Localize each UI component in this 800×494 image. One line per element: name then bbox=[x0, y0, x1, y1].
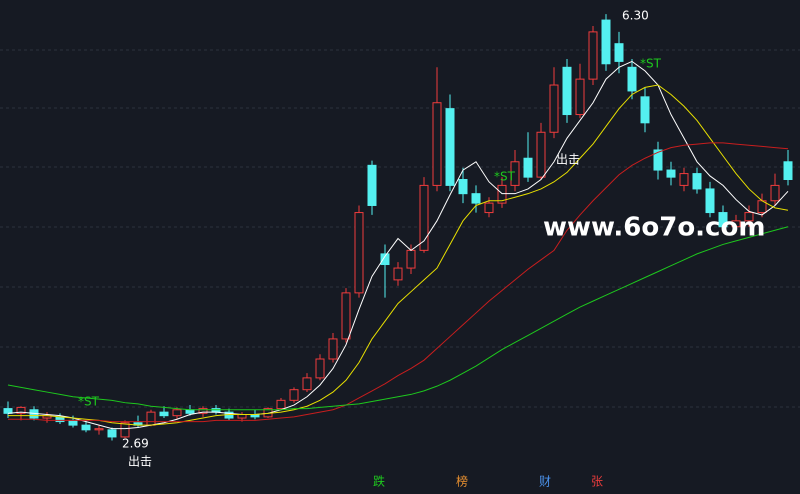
candle-body bbox=[16, 406, 26, 414]
candle-body bbox=[406, 249, 416, 269]
candle-body bbox=[237, 413, 247, 419]
candle-body bbox=[159, 411, 169, 417]
annotation: *ST bbox=[640, 57, 662, 71]
candle-body bbox=[107, 429, 117, 438]
candle-body bbox=[536, 131, 546, 178]
candle-body bbox=[198, 408, 208, 414]
candle-body bbox=[549, 84, 559, 133]
candle-body bbox=[484, 202, 494, 214]
annotation: 出击 bbox=[556, 153, 580, 167]
annotation: 出击 bbox=[128, 455, 152, 469]
candle-body bbox=[146, 411, 156, 426]
candle-body bbox=[614, 43, 624, 62]
candle-body bbox=[640, 96, 650, 124]
candle-body bbox=[315, 358, 325, 379]
candle-body bbox=[341, 292, 351, 340]
candle-body bbox=[744, 212, 754, 222]
candle-body bbox=[367, 164, 377, 206]
candle-body bbox=[731, 220, 741, 228]
candle-body bbox=[575, 78, 585, 116]
candle-body bbox=[68, 419, 78, 426]
candle-body bbox=[679, 173, 689, 186]
candle-body bbox=[471, 193, 481, 204]
candle-body bbox=[666, 169, 676, 178]
candle-body bbox=[718, 212, 728, 228]
candle-body bbox=[523, 157, 533, 178]
tab[interactable]: 张 bbox=[591, 475, 603, 489]
annotation: *ST bbox=[78, 395, 100, 409]
grid bbox=[0, 49, 800, 408]
candle-body bbox=[185, 409, 195, 414]
candle-body bbox=[653, 149, 663, 171]
moving-average bbox=[7, 226, 789, 411]
tab[interactable]: 财 bbox=[539, 475, 551, 489]
candle-body bbox=[497, 184, 507, 204]
candle-body bbox=[302, 377, 312, 391]
candle-body bbox=[172, 409, 182, 417]
tab[interactable]: 跌 bbox=[373, 474, 385, 489]
candle-body bbox=[120, 422, 130, 438]
low-label: 2.69 bbox=[122, 437, 149, 451]
annotation: *ST bbox=[494, 170, 516, 184]
candle-body bbox=[276, 399, 286, 410]
candle-body bbox=[289, 389, 299, 401]
candle-body bbox=[445, 108, 455, 186]
candle-body bbox=[328, 338, 338, 360]
candle-body bbox=[458, 178, 468, 195]
candle-body bbox=[432, 102, 442, 186]
candle-body bbox=[562, 66, 572, 116]
moving-average bbox=[8, 142, 789, 423]
candle-body bbox=[419, 184, 429, 251]
plot bbox=[3, 14, 793, 441]
candle-body bbox=[588, 31, 598, 80]
candle-body bbox=[705, 188, 715, 214]
candle-body bbox=[783, 161, 793, 180]
watermark: www.6o7o.com bbox=[543, 213, 765, 243]
candle-body bbox=[770, 184, 780, 202]
moving-average bbox=[8, 84, 789, 426]
candle-body bbox=[94, 428, 104, 431]
candle-body bbox=[380, 253, 390, 266]
candle-body bbox=[627, 66, 637, 92]
candle-body bbox=[510, 161, 520, 186]
candle-body bbox=[601, 19, 611, 65]
candle-body bbox=[692, 173, 702, 190]
candle-body bbox=[3, 408, 13, 414]
candle-body bbox=[211, 408, 221, 413]
candle-body bbox=[393, 267, 403, 281]
high-label: 6.30 bbox=[622, 9, 649, 23]
tab[interactable]: 榜 bbox=[456, 474, 468, 489]
candle-body bbox=[81, 424, 91, 431]
candle-body bbox=[354, 212, 364, 294]
